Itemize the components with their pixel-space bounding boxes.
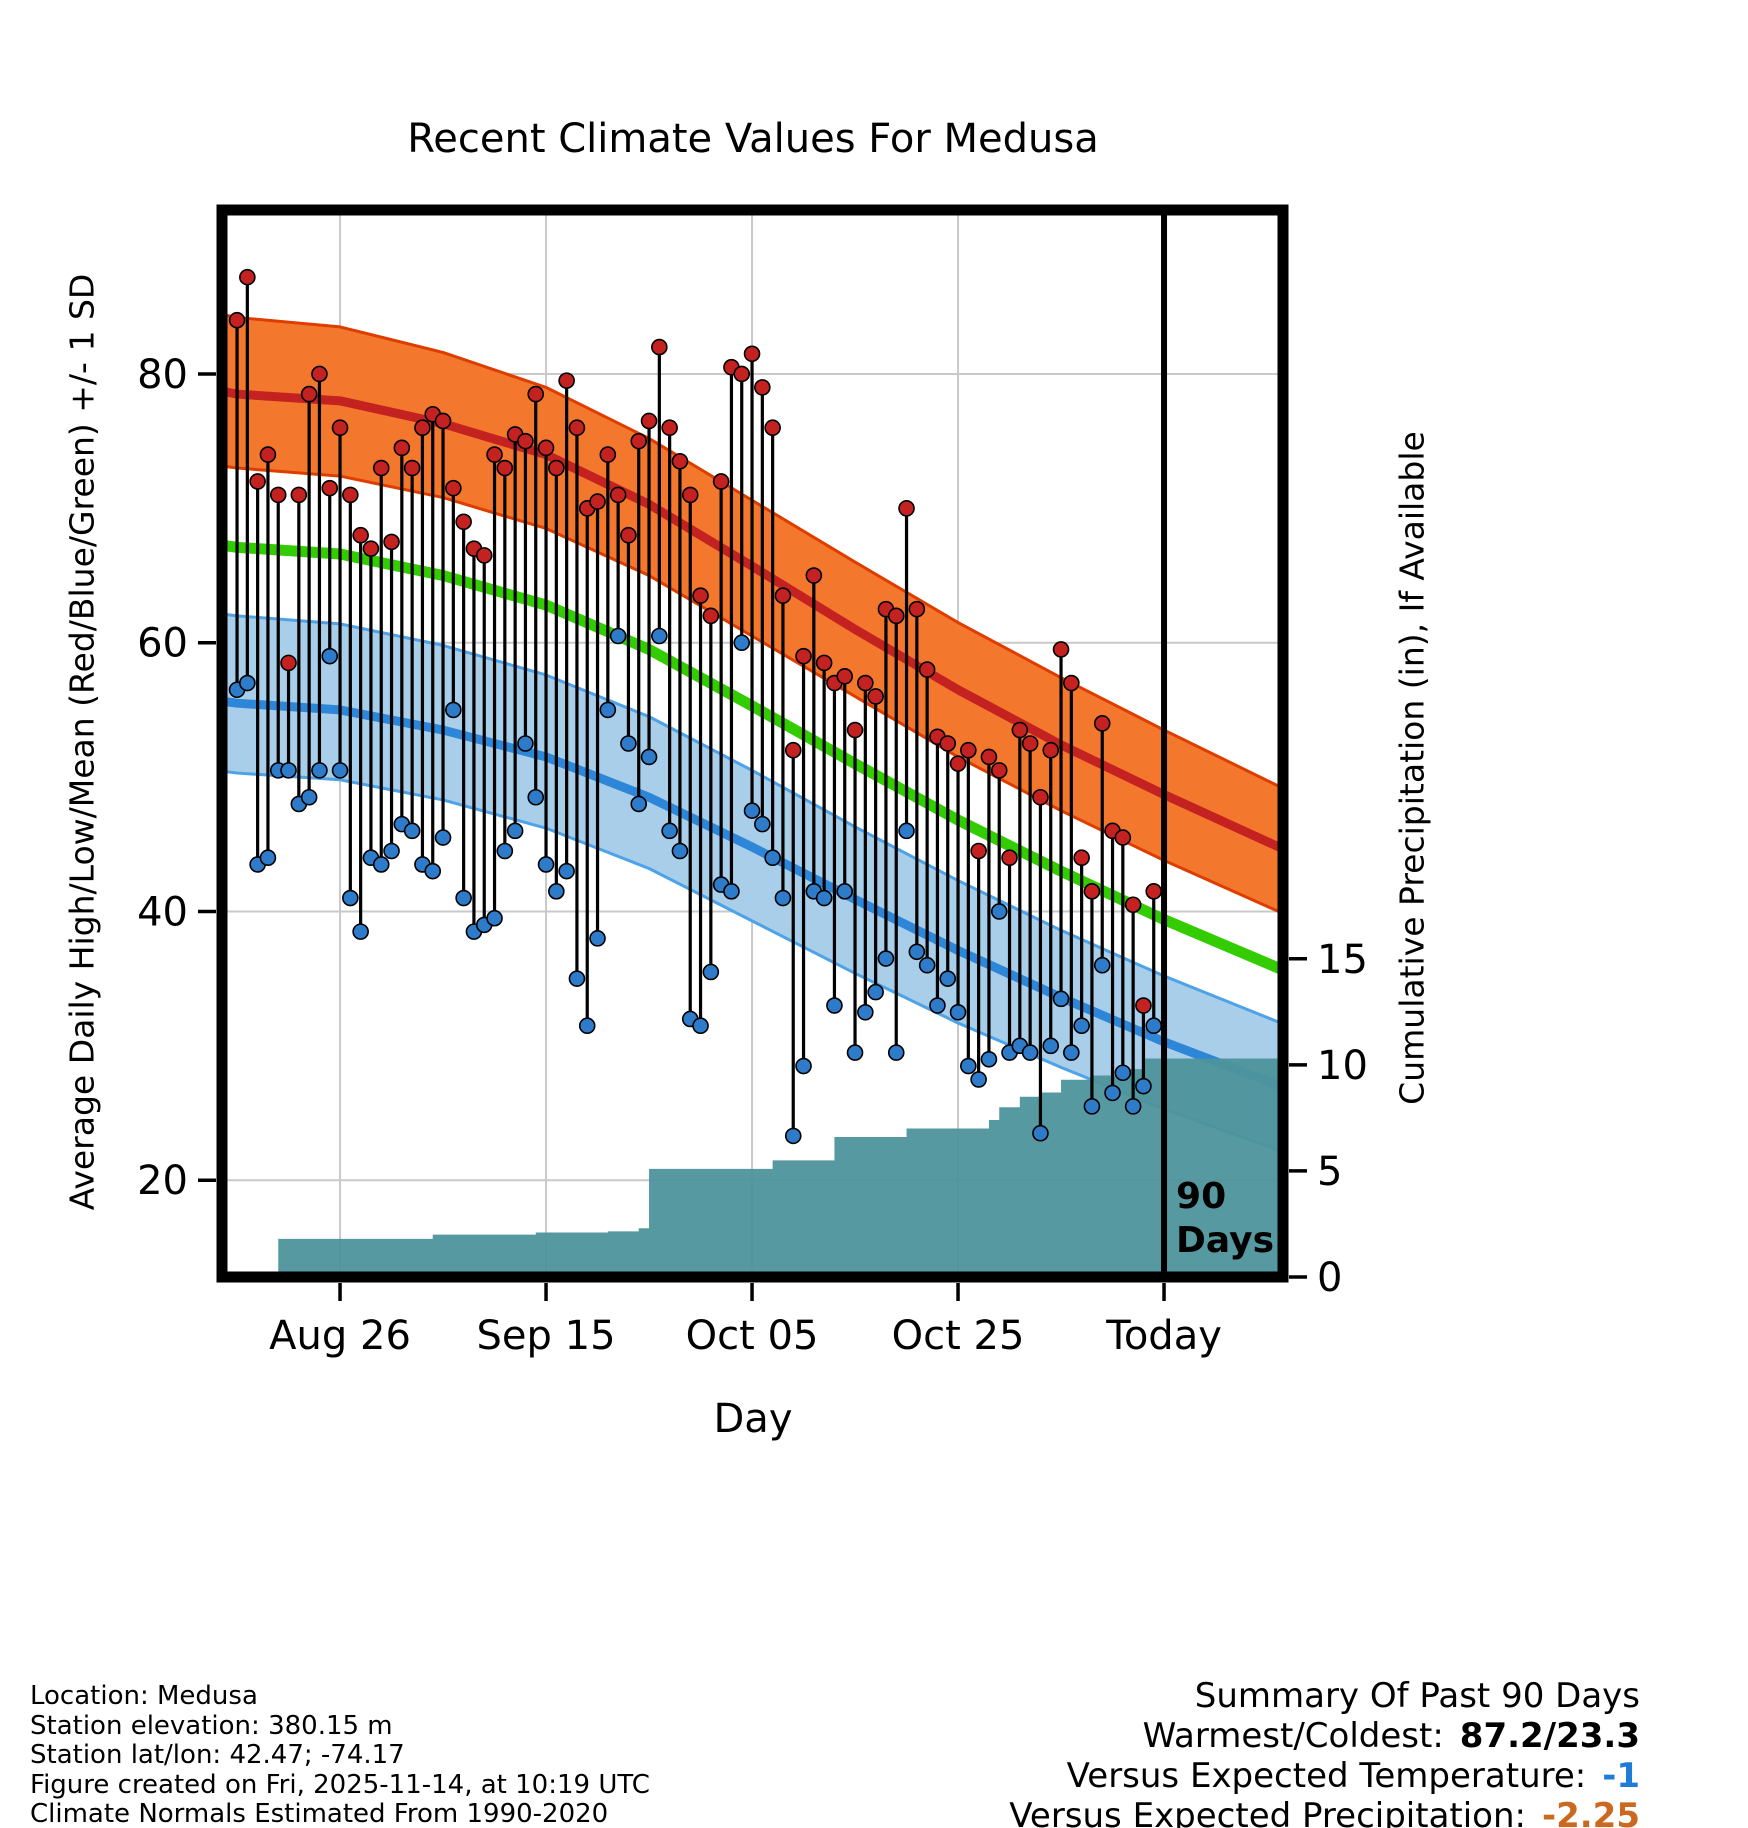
y-left-tick-label: 80: [137, 352, 188, 398]
station-elevation: Station elevation: 380.15 m: [30, 1710, 393, 1741]
summary-vs-temperature: Versus Expected Temperature: -1: [1009, 1756, 1640, 1796]
y-left-tick-label: 20: [137, 1158, 188, 1204]
summary-vs-temperature-label: Versus Expected Temperature:: [1066, 1756, 1587, 1796]
precip-area: [267, 1058, 1283, 1277]
summary-vs-temperature-value: -1: [1602, 1756, 1640, 1796]
climate-normals-note: Climate Normals Estimated From 1990-2020: [30, 1799, 609, 1828]
station-info-block: Location: Medusa Station elevation: 380.…: [30, 1681, 650, 1828]
daily-high-low-sticks: [228, 268, 1163, 1145]
y-right-tick-label: 5: [1317, 1149, 1342, 1195]
y-left-tick-label: 60: [137, 621, 188, 667]
station-latlon: Station lat/lon: 42.47; -74.17: [30, 1740, 405, 1770]
x-tick-label: Sep 15: [477, 1313, 616, 1359]
y-right-tick-label: 15: [1317, 937, 1368, 983]
figure-created: Figure created on Fri, 2025-11-14, at 10…: [30, 1769, 650, 1800]
chart-title: Recent Climate Values For Medusa: [407, 116, 1099, 162]
summary-warmest-coldest-value: 87.2/23.3: [1459, 1716, 1640, 1756]
x-tick-label: Oct 05: [686, 1313, 819, 1359]
y-right-tick-label: 0: [1317, 1255, 1342, 1301]
ninety-day-annotation: 90: [1176, 1176, 1226, 1217]
y-left-tick-label: 40: [137, 889, 188, 935]
plot-frame: [216, 204, 1289, 1283]
summary-vs-precipitation-value: -2.25: [1542, 1796, 1640, 1828]
x-tick-label: Aug 26: [269, 1313, 411, 1359]
summary-vs-precipitation: Versus Expected Precipitation: -2.25: [1009, 1796, 1640, 1828]
x-tick-label: Oct 25: [892, 1313, 1025, 1359]
summary-block: Summary Of Past 90 Days Warmest/Coldest:…: [1009, 1676, 1640, 1828]
y-axis-right-label: Cumulative Precipitation (in), If Availa…: [1392, 431, 1432, 1105]
summary-warmest-coldest: Warmest/Coldest: 87.2/23.3: [1009, 1716, 1640, 1756]
summary-title: Summary Of Past 90 Days: [1194, 1676, 1640, 1716]
x-tick-label: Today: [1105, 1313, 1222, 1359]
y-axis-left-label: Average Daily High/Low/Mean (Red/Blue/Gr…: [62, 273, 102, 1211]
y-right-tick-label: 10: [1317, 1043, 1368, 1089]
ninety-day-annotation: Days: [1176, 1220, 1274, 1261]
summary-vs-precipitation-label: Versus Expected Precipitation:: [1009, 1796, 1526, 1828]
x-axis-label: Day: [713, 1396, 793, 1442]
summary-warmest-coldest-label: Warmest/Coldest:: [1142, 1716, 1444, 1756]
station-location: Location: Medusa: [30, 1681, 258, 1711]
